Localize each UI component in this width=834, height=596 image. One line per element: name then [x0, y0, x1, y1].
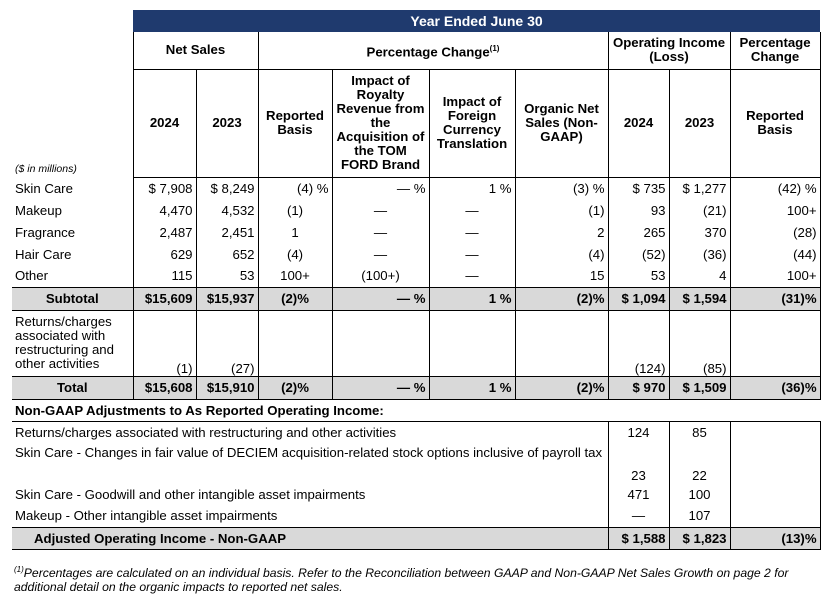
reported-basis-right-header: Reported Basis — [729, 69, 821, 178]
table-row: Fragrance 2,487 2,451 1 — — 2 265 370 (2… — [12, 221, 821, 243]
table-row: Other 115 53 100+ (100+) — 15 53 4 100+ — [12, 265, 821, 287]
year-banner: Year Ended June 30 — [133, 10, 821, 32]
units-label: ($ in millions) — [15, 163, 77, 175]
nongaap-row: Skin Care - Goodwill and other intangibl… — [12, 483, 821, 505]
table-row: Hair Care 629 652 (4) — — (4) (52) (36) … — [12, 243, 821, 265]
subtotal-row: Subtotal $15,609 $15,937 (2)% — % 1 % (2… — [12, 286, 821, 311]
adjusted-row: Adjusted Operating Income - Non-GAAP $ 1… — [12, 526, 821, 550]
organic-header: Organic Net Sales (Non-GAAP) — [514, 69, 608, 178]
op-income-header: Operating Income (Loss) — [607, 32, 730, 70]
returns-row: Returns/charges associated with restruct… — [12, 310, 821, 376]
total-row: Total $15,608 $15,910 (2)% — % 1 % (2)% … — [12, 375, 821, 400]
nongaap-row: Makeup - Other intangible asset impairme… — [12, 505, 821, 527]
footnote: (1)Percentages are calculated on an indi… — [14, 565, 789, 594]
pct-change-header: Percentage Change(1) — [257, 32, 608, 70]
nongaap-title: Non-GAAP Adjustments to As Reported Oper… — [12, 399, 821, 422]
fx-header: Impact of Foreign Currency Translation — [428, 69, 515, 178]
pct-change-right-header: Percentage Change — [729, 32, 821, 70]
table-row: Skin Care $ 7,908 $ 8,249 (4) % — % 1 % … — [12, 177, 821, 199]
royalty-header: Impact of Royalty Revenue from the Acqui… — [331, 69, 429, 178]
op-2024-header: 2024 — [607, 69, 669, 178]
net-sales-header: Net Sales — [132, 32, 258, 70]
col-2023: 2023 — [195, 69, 258, 178]
financial-table: Year Ended June 30 Net Sales Percentage … — [12, 10, 821, 550]
op-2023-header: 2023 — [668, 69, 730, 178]
table-row: Makeup 4,470 4,532 (1) — — (1) 93 (21) 1… — [12, 199, 821, 221]
col-2024: 2024 — [132, 69, 196, 178]
nongaap-row: Skin Care - Changes in fair value of DEC… — [12, 443, 821, 483]
nongaap-row: Returns/charges associated with restruct… — [12, 421, 821, 443]
reported-basis-header: Reported Basis — [257, 69, 332, 178]
